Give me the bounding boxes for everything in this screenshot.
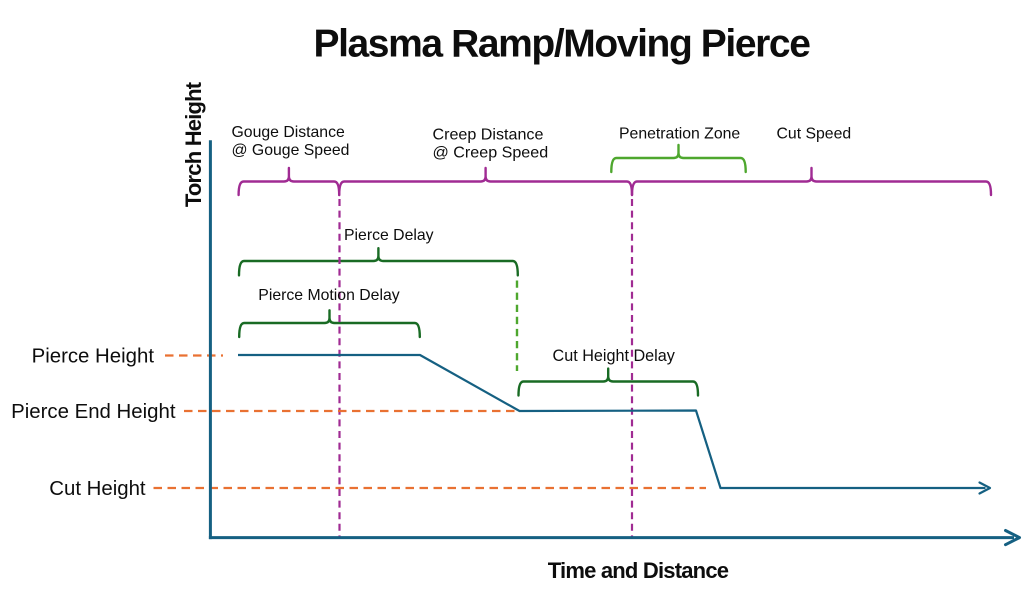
svg-text:Cut Speed: Cut Speed bbox=[777, 125, 852, 142]
svg-text:Pierce Delay: Pierce Delay bbox=[344, 227, 434, 244]
svg-text:Gouge Distance: Gouge Distance bbox=[232, 124, 345, 141]
svg-text:Torch Height: Torch Height bbox=[181, 81, 206, 207]
svg-text:Penetration Zone: Penetration Zone bbox=[619, 125, 740, 142]
svg-text:Pierce End Height: Pierce End Height bbox=[11, 401, 176, 423]
svg-text:Pierce Height: Pierce Height bbox=[32, 346, 155, 368]
svg-text:@ Gouge Speed: @ Gouge Speed bbox=[232, 142, 350, 159]
svg-text:Plasma Ramp/Moving Pierce: Plasma Ramp/Moving Pierce bbox=[313, 23, 810, 66]
svg-text:Cut Height Delay: Cut Height Delay bbox=[553, 347, 676, 365]
svg-text:Time and Distance: Time and Distance bbox=[548, 558, 729, 583]
svg-text:Pierce Motion Delay: Pierce Motion Delay bbox=[258, 287, 399, 304]
svg-text:Cut Height: Cut Height bbox=[49, 478, 146, 500]
svg-text:@ Creep Speed: @ Creep Speed bbox=[433, 144, 549, 162]
svg-text:Creep Distance: Creep Distance bbox=[433, 126, 544, 144]
